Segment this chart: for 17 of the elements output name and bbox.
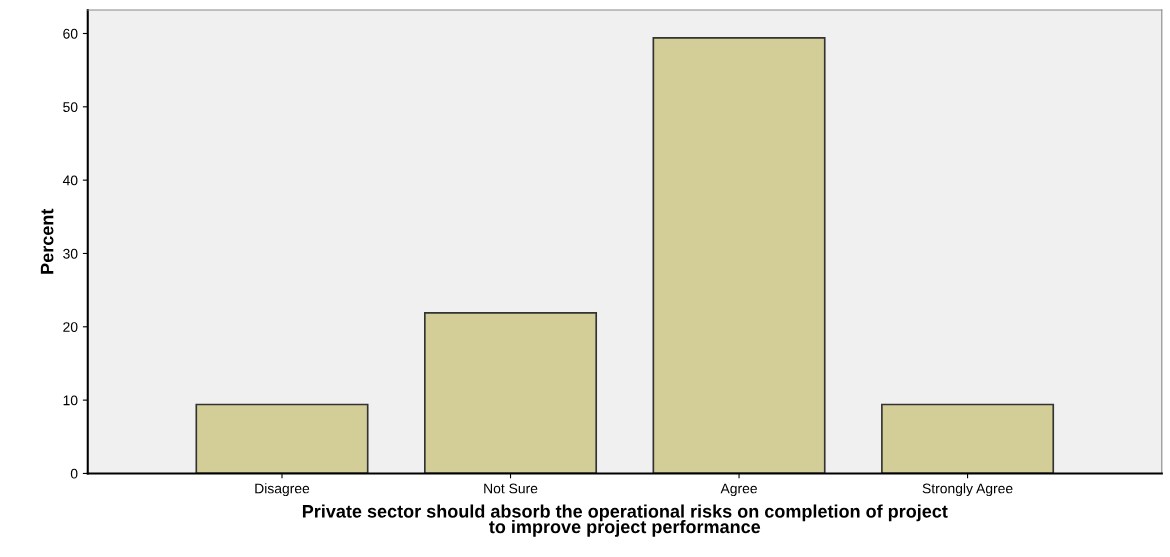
y-tick-label: 30 — [63, 248, 78, 259]
y-tick-label: 60 — [63, 28, 78, 39]
x-tick-label: Strongly Agree — [922, 483, 1013, 497]
bar — [652, 37, 826, 474]
y-tick-label: 10 — [63, 395, 78, 406]
x-tick-label: Not Sure — [484, 483, 538, 494]
bar — [423, 312, 598, 474]
y-tick-label: 0 — [70, 468, 78, 479]
y-axis-title: Percent — [40, 208, 54, 274]
bar — [195, 403, 369, 474]
x-tick-label: Disagree — [255, 483, 310, 497]
x-tick-label: Agree — [720, 483, 757, 497]
x-axis-title: Private sector should absorb the operational risks on completion of project to improve project performance — [302, 504, 948, 537]
y-tick-label: 20 — [63, 322, 78, 332]
y-tick-label: 50 — [63, 102, 78, 112]
bar — [881, 403, 1055, 474]
y-tick-label: 40 — [62, 175, 78, 186]
